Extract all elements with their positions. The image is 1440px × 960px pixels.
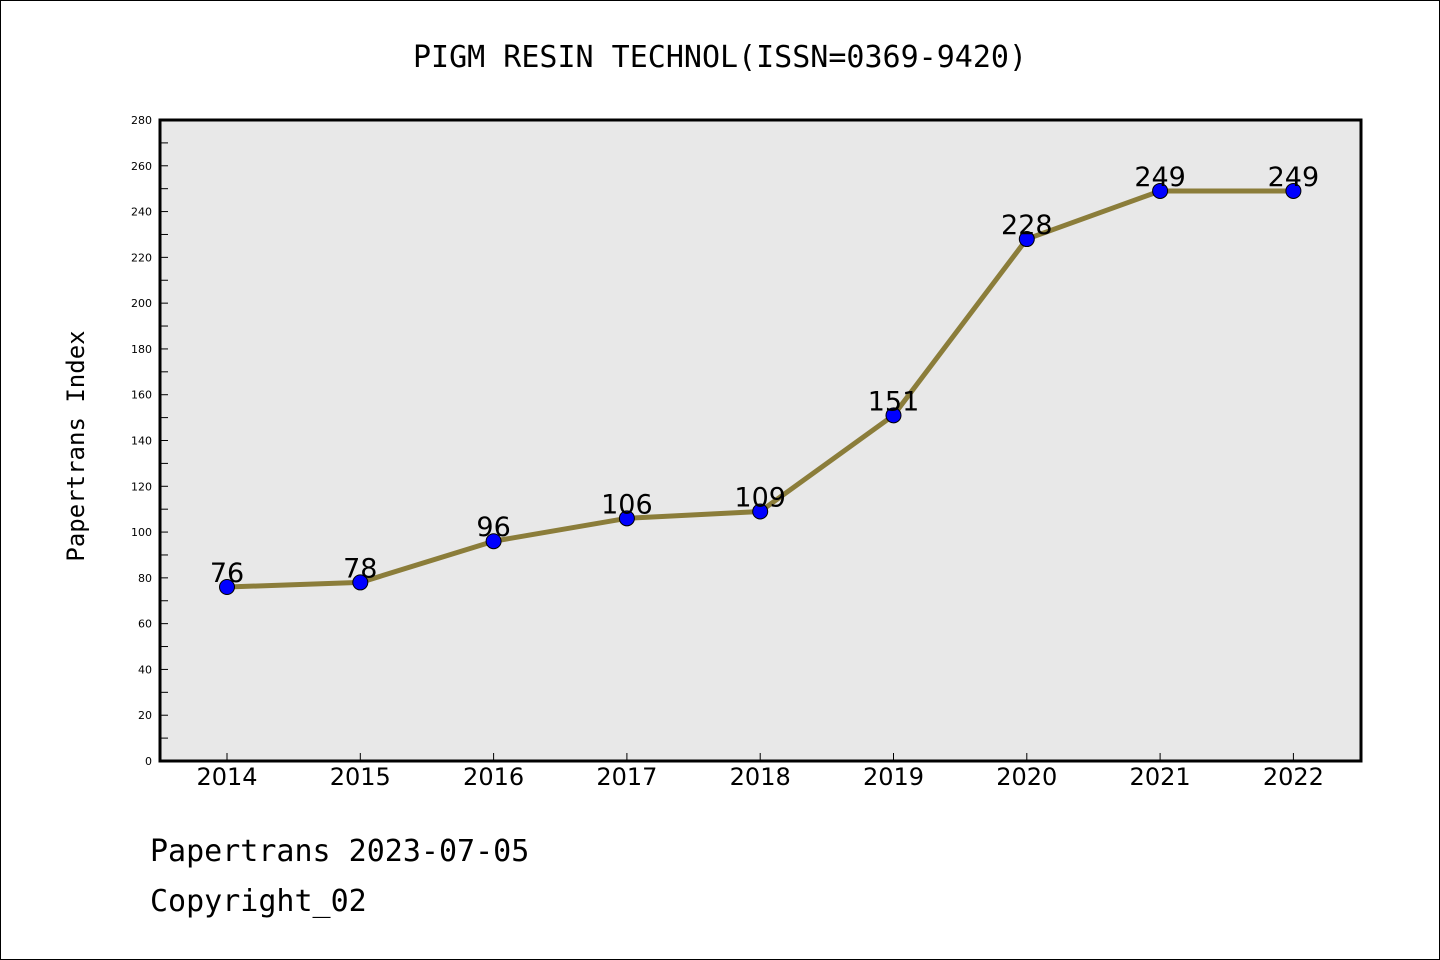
series-markers bbox=[219, 182, 1302, 596]
y-axis: 0 20 40 60 80 100 120 140 160 180 200 220 240 260 280 bbox=[131, 114, 168, 768]
data-point bbox=[219, 579, 235, 596]
data-label: 106 bbox=[601, 489, 653, 520]
data-label: 96 bbox=[476, 512, 510, 543]
data-label: 249 bbox=[1268, 162, 1320, 193]
data-point bbox=[352, 574, 369, 591]
data-label: 249 bbox=[1134, 162, 1186, 193]
y-tick-label: 260 bbox=[131, 160, 152, 173]
x-tick-label: 2014 bbox=[196, 763, 257, 791]
y-tick-label: 20 bbox=[138, 709, 152, 722]
data-point bbox=[618, 510, 635, 527]
y-tick-label: 40 bbox=[138, 663, 152, 676]
x-tick-label: 2017 bbox=[596, 763, 657, 791]
y-tick-label: 60 bbox=[138, 618, 152, 631]
y-tick-label: 80 bbox=[138, 572, 152, 585]
y-tick-label: 220 bbox=[131, 251, 152, 264]
x-tick-label: 2018 bbox=[730, 763, 791, 791]
y-tick-label: 240 bbox=[131, 206, 152, 219]
data-point bbox=[1018, 231, 1035, 248]
x-tick-label: 2015 bbox=[330, 763, 391, 791]
footer-copyright: Copyright_02 bbox=[150, 884, 367, 919]
data-point bbox=[1152, 182, 1169, 199]
y-tick-label: 140 bbox=[131, 435, 152, 448]
y-tick-label: 280 bbox=[131, 114, 152, 127]
x-tick-label: 2021 bbox=[1130, 763, 1191, 791]
data-label: 109 bbox=[734, 482, 786, 513]
y-tick-label: 100 bbox=[131, 526, 152, 539]
y-tick-label: 200 bbox=[131, 297, 152, 310]
x-tick-label: 2020 bbox=[996, 763, 1057, 791]
y-tick-label: 180 bbox=[131, 343, 152, 356]
data-point bbox=[485, 533, 502, 550]
data-label: 76 bbox=[210, 558, 244, 589]
y-tick-label: 160 bbox=[131, 389, 152, 402]
data-point bbox=[752, 503, 769, 520]
x-tick-label: 2016 bbox=[463, 763, 524, 791]
plot-area bbox=[158, 118, 1363, 763]
x-tick-label: 2022 bbox=[1263, 763, 1324, 791]
data-label: 228 bbox=[1001, 210, 1053, 241]
y-tick-label: 120 bbox=[131, 480, 152, 493]
footer-date: Papertrans 2023-07-05 bbox=[150, 834, 530, 869]
data-label: 151 bbox=[868, 386, 920, 417]
y-axis-label: Papertrans Index bbox=[62, 330, 90, 561]
chart-title: PIGM RESIN TECHNOL(ISSN=0369-9420) bbox=[413, 40, 1027, 75]
data-label: 78 bbox=[343, 553, 377, 584]
x-tick-label: 2019 bbox=[863, 763, 924, 791]
data-labels: 76 78 96 106 109 151 228 249 249 bbox=[210, 162, 1319, 589]
x-axis: 2014 2015 2016 2017 2018 2019 2020 2021 2022 bbox=[196, 753, 1324, 791]
y-tick-label: 0 bbox=[145, 755, 152, 768]
data-point bbox=[885, 407, 902, 424]
data-point bbox=[1285, 182, 1302, 199]
